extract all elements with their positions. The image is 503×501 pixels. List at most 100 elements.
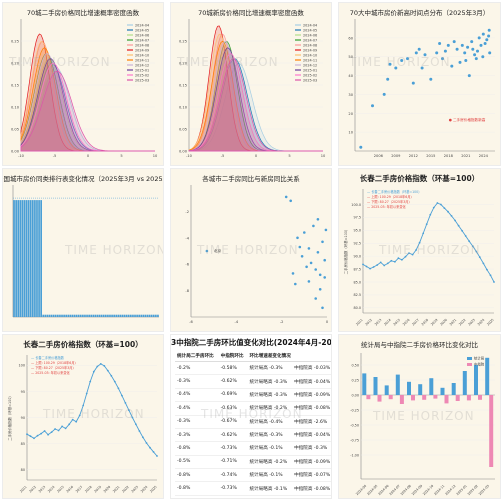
y-tick-label: 97.5	[353, 216, 361, 220]
bar	[148, 314, 151, 317]
mom-comparison-table: 统计局二手房环比 中指院环比 环比增速差变化情况 -0.2% -0.58% 统计局高…	[175, 351, 331, 498]
x-tick-label: 2020	[103, 485, 112, 494]
y-tick-label: 0.05	[179, 128, 187, 132]
bar	[69, 314, 72, 317]
line-point	[110, 374, 113, 377]
table-cell: -0.58%	[218, 361, 248, 376]
scatter-point	[446, 43, 450, 47]
bar	[13, 200, 15, 317]
scatter-point	[309, 261, 313, 265]
line-point	[156, 455, 158, 457]
table-cell: -0.67%	[218, 415, 248, 429]
scatter-point	[477, 36, 481, 40]
y-tick-label: 85	[21, 442, 25, 446]
line-point	[85, 392, 88, 395]
x-tick-label: 2025	[486, 318, 495, 327]
scatter-point	[470, 40, 474, 44]
scatter-point	[411, 81, 415, 85]
bar-中指院	[388, 395, 393, 400]
table-row: -0.8% -0.73% 统计局高 -0.1% 中指院高 -0.3%	[175, 441, 331, 456]
table-row: -0.3% -0.62% 统计局略高 -0.3% 中指院高 -0.04%	[175, 374, 331, 389]
scatter-point	[481, 55, 485, 59]
bar	[117, 314, 120, 317]
y-tick-label: 95	[21, 390, 25, 394]
bar-中指院	[422, 395, 427, 400]
bar	[130, 314, 132, 317]
scatter-point	[307, 247, 311, 250]
bar-统计局	[362, 373, 367, 395]
bar	[50, 314, 53, 317]
x-tick-label: 2021	[112, 485, 121, 494]
x-tick-label: 2014	[383, 318, 392, 327]
legend-label: 2025-01	[303, 68, 317, 72]
bar	[132, 314, 134, 317]
x-tick-label: 2012	[364, 318, 373, 327]
bar	[48, 314, 51, 317]
bar	[107, 314, 109, 317]
line-point	[99, 363, 102, 365]
bar	[150, 314, 153, 317]
scatter-point	[463, 51, 467, 55]
line-point	[486, 268, 488, 271]
legend-label: 2024-10	[303, 53, 317, 57]
table-row: -0.8% -0.74% 统计局高 -0.1% 中指院高 -0.07%	[175, 468, 331, 483]
legend-label: 2024-05	[135, 28, 149, 32]
scatter-point	[314, 268, 317, 271]
scatter-point	[455, 47, 459, 51]
y-tick-label: 90.0	[353, 254, 361, 258]
table-cell: -0.4%	[175, 388, 219, 403]
bar	[140, 314, 143, 317]
line-point	[411, 253, 414, 256]
bar	[63, 314, 65, 317]
line-point	[40, 432, 42, 435]
line-point	[468, 240, 471, 243]
table-cell: -0.62%	[218, 374, 248, 389]
x-tick-label: 2017	[75, 485, 84, 494]
scatter-point	[476, 49, 479, 53]
line-point	[394, 260, 396, 263]
density-series-2025-03	[20, 70, 155, 152]
scatter-point	[435, 51, 439, 55]
scatter-point	[488, 51, 492, 55]
line-point	[121, 394, 123, 397]
column-header: 统计局二手房环比	[175, 351, 219, 362]
line-point	[404, 255, 407, 258]
chart-panel-changchun-index-b: 长春二手房价格指数（环基=100） 80 85 90 95 100 2011 2012 201…	[2, 334, 164, 499]
legend-label: — 2025-03: 年初以来变化	[367, 204, 407, 209]
chart-panel-secondhand-density: 70城二手房价格同比增速概率密度函数 0.00 0.05 0.10 0.15 0.20 0…	[2, 2, 164, 166]
table-cell: 统计局略高 -0.2%	[247, 455, 293, 470]
scatter-point	[386, 77, 390, 81]
table-cell: 中指院高 -0.03%	[292, 361, 331, 376]
line-point	[482, 262, 485, 265]
legend-label: 2024-12	[135, 63, 149, 67]
scatter-point	[291, 272, 295, 275]
line-point	[489, 274, 492, 277]
y-tick-label: 0.20	[179, 62, 188, 66]
line-point	[47, 433, 49, 436]
scatter-point	[458, 60, 462, 64]
legend-label: 2024-11	[303, 58, 317, 62]
bar-统计局	[462, 371, 467, 395]
y-tick-label: 0.20	[11, 62, 20, 66]
legend-label: 2024-05	[303, 28, 317, 32]
bar	[25, 200, 28, 317]
table-cell: 中指院高 -0.08%	[292, 401, 331, 416]
table-cell: -0.71%	[218, 455, 248, 470]
y-tick-label: -0.25	[350, 408, 359, 412]
x-tick-label: 2016	[402, 318, 411, 327]
bar	[42, 314, 45, 317]
legend-label: 2024-04	[303, 23, 317, 27]
y-tick-label: 87.5	[353, 267, 361, 271]
bar-中指院	[399, 395, 404, 404]
line-point	[422, 232, 425, 235]
bar	[134, 314, 136, 317]
bar	[84, 314, 86, 317]
legend-label: 2024-06	[303, 33, 317, 37]
y-tick-label: 0.10	[11, 106, 20, 110]
bar	[152, 314, 155, 317]
table-cell: -0.3%	[175, 428, 219, 443]
table-cell: 统计局略高 -0.1%	[247, 481, 293, 496]
bar	[82, 314, 84, 317]
bar-统计局	[429, 378, 434, 395]
chart-title: 70城新房价格同比增速概率密度函数	[198, 9, 304, 17]
